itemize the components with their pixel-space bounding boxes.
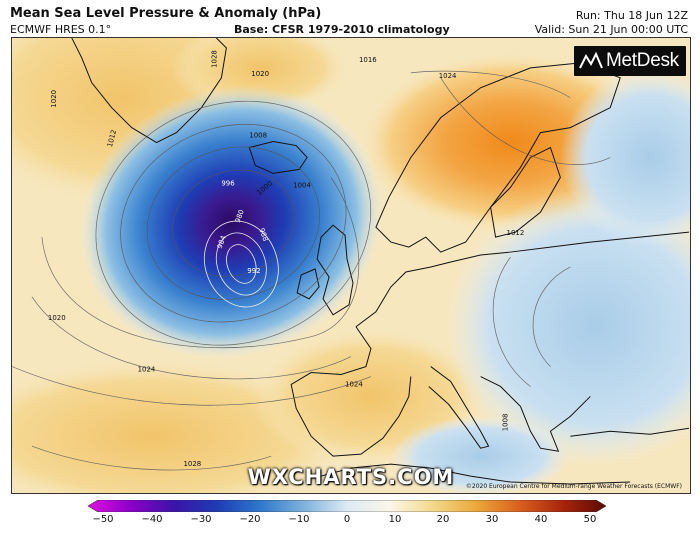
turkey-coast (570, 427, 690, 437)
italy-coast (428, 366, 490, 449)
colorbar-tick: −30 (190, 514, 212, 525)
isobar-label: 1028 (210, 50, 218, 68)
isobar-label: 1020 (48, 314, 66, 322)
scandinavia-coast (375, 62, 621, 253)
coastlines (71, 38, 690, 485)
colorbar-tick: 10 (388, 514, 402, 525)
isobar-label: 1004 (293, 181, 311, 189)
isobar-label: 1020 (50, 90, 58, 108)
iberia-france-coast (290, 326, 412, 457)
metdesk-logo[interactable]: MetDesk (574, 46, 686, 76)
isobar-label: 1024 (138, 366, 156, 374)
model-label: ECMWF HRES 0.1° (10, 23, 112, 36)
anomaly-cool-east-europe (445, 187, 690, 467)
balkans-coast (480, 376, 591, 452)
isobar-label: 992 (247, 267, 260, 275)
anomaly-colorbar: −50 −40 −30 −20 −10 0 10 20 30 40 50 (88, 500, 606, 536)
isobar-label: 1024 (439, 72, 457, 80)
map-canvas: 1020 1028 1020 1024 1016 1012 1008 996 1… (12, 38, 690, 493)
isobar-label: 1028 (183, 460, 201, 468)
north-europe-coast (355, 231, 690, 328)
colorbar-tick: 40 (534, 514, 548, 525)
colorbar-tick: 20 (436, 514, 450, 525)
anomaly-low-atlantic (79, 85, 384, 360)
greenland-coast (71, 38, 227, 144)
colorbar-tick: −20 (239, 514, 261, 525)
run-time-label: Run: Thu 18 Jun 12Z (575, 9, 688, 22)
isobar-label: 1008 (249, 132, 267, 140)
colorbar-tick: 30 (485, 514, 499, 525)
inner-isobars (204, 220, 279, 308)
ireland-coast (296, 268, 320, 300)
isobar-label: 1008 (502, 414, 510, 432)
climatology-base-label: Base: CFSR 1979-2010 climatology (234, 23, 450, 36)
iceland-coast (248, 141, 308, 174)
colorbar-tick: −40 (141, 514, 163, 525)
anomaly-cool-mediterranean (390, 416, 571, 493)
colorbar-gradient (88, 500, 606, 512)
isobar-label: 1012 (507, 229, 525, 237)
isobars (12, 70, 611, 471)
north-africa-coast (320, 463, 631, 485)
colorbar-tick: 50 (583, 514, 597, 525)
finland-coast (490, 146, 561, 238)
colorbar-tick: −10 (288, 514, 310, 525)
anomaly-cool-northeast (560, 67, 690, 248)
colorbar-tick: −50 (92, 514, 114, 525)
pressure-anomaly-map[interactable]: 1020 1028 1020 1024 1016 1012 1008 996 1… (11, 37, 691, 494)
ecmwf-copyright: ©2020 European Centre for Medium-range W… (465, 483, 682, 490)
isobar-label: 1024 (345, 380, 363, 388)
colorbar-tick: 0 (343, 514, 351, 525)
isobar-label: 996 (221, 179, 234, 187)
metdesk-logo-text: MetDesk (606, 50, 679, 71)
isobar-label: 1016 (359, 56, 377, 64)
chart-title: Mean Sea Level Pressure & Anomaly (hPa) (10, 6, 322, 21)
metdesk-logo-icon (579, 51, 603, 69)
isobar-label: 1020 (251, 70, 269, 78)
valid-time-label: Valid: Sun 21 Jun 00:00 UTC (534, 23, 688, 36)
